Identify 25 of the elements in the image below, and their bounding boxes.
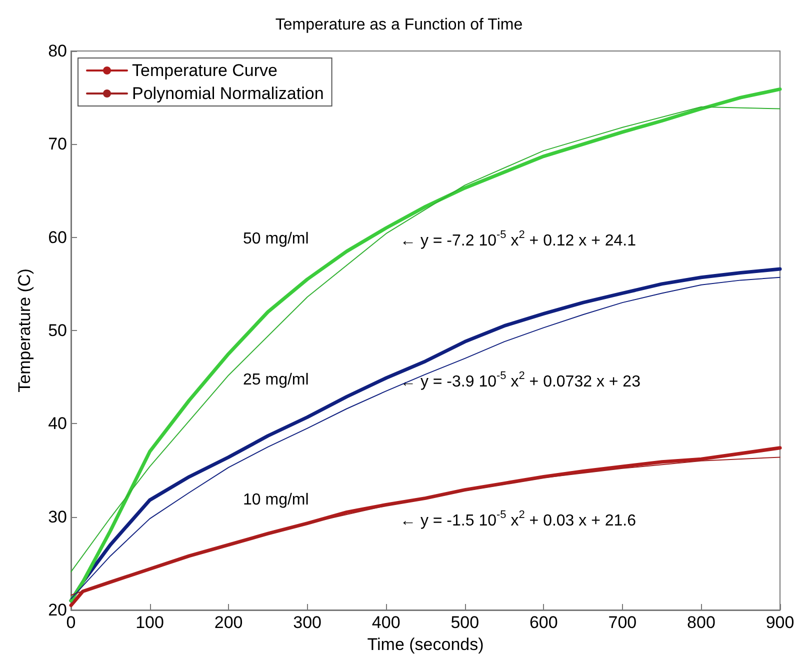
y-tick-label: 50: [48, 321, 67, 340]
y-tick-label: 30: [48, 507, 67, 526]
y-axis-title: Temperature (C): [15, 268, 34, 392]
x-tick-label: 900: [766, 613, 794, 632]
annotation: 50 mg/ml: [243, 230, 309, 248]
x-tick-label: 700: [608, 613, 637, 632]
x-tick-label: 600: [529, 613, 558, 632]
y-tick-label: 40: [48, 414, 67, 434]
x-tick-label: 0: [66, 613, 76, 632]
x-tick-label: 400: [372, 613, 400, 632]
legend-label: Temperature Curve: [132, 61, 278, 80]
y-tick-label: 80: [48, 42, 67, 60]
x-tick-label: 200: [214, 613, 243, 632]
x-tick-label: 500: [450, 613, 480, 632]
annotation: 10 mg/ml: [243, 492, 309, 508]
x-tick-label: 800: [687, 613, 716, 632]
legend-label: Polynomial Normalization: [132, 84, 324, 103]
chart-title: Temperature as a Function of Time: [275, 16, 523, 34]
y-tick-label: 20: [48, 600, 67, 620]
y-tick-label: 70: [48, 134, 67, 154]
y-tick-label: 60: [48, 228, 67, 247]
annotation: 25 mg/ml: [243, 372, 309, 388]
x-axis-title: Time (seconds): [367, 634, 484, 654]
x-tick-label: 100: [136, 613, 164, 632]
x-tick-label: 300: [293, 613, 322, 632]
